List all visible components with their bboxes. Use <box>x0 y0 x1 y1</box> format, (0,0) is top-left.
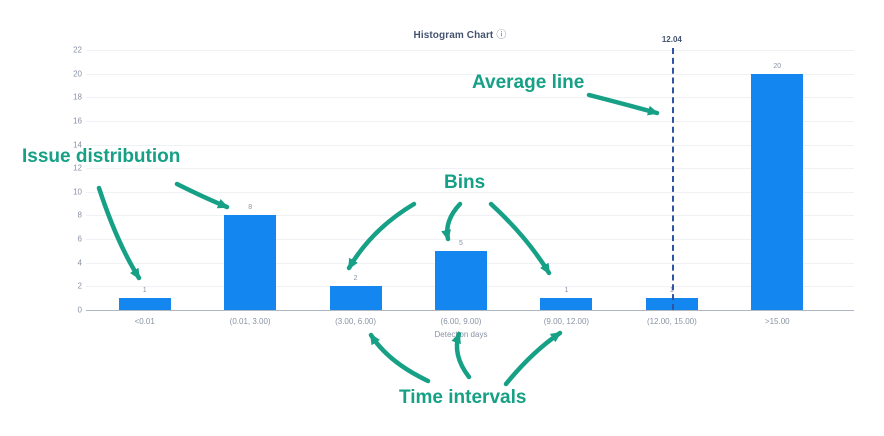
y-tick-label: 4 <box>77 258 82 268</box>
histogram-bar[interactable] <box>329 286 382 310</box>
histogram-bar[interactable] <box>224 215 277 310</box>
average-line <box>671 48 674 310</box>
arrow-time-left <box>368 332 431 384</box>
bar-value-label: 20 <box>773 62 782 70</box>
y-tick-label: 16 <box>73 116 82 126</box>
x-tick-label: >15.00 <box>764 317 790 326</box>
y-tick-label: 14 <box>73 140 82 150</box>
histogram-bar[interactable] <box>540 298 593 310</box>
chart-title-text: Histogram Chart <box>413 30 494 41</box>
y-tick-label: 10 <box>73 187 82 197</box>
gridline <box>86 168 854 170</box>
y-tick-label: 2 <box>77 281 82 291</box>
gridline <box>86 97 854 99</box>
x-axis-title: Detection days <box>434 330 488 339</box>
annotation-average-line: Average line <box>472 72 585 93</box>
y-tick-label: 18 <box>73 92 82 102</box>
y-tick-label: 6 <box>77 234 82 244</box>
arrow-time-right <box>503 330 563 387</box>
annotation-time-intervals: Time intervals <box>399 387 527 408</box>
info-icon[interactable]: ⓘ <box>496 30 507 41</box>
gridline <box>86 144 854 146</box>
x-tick-label: (12.00, 15.00) <box>646 317 697 326</box>
y-tick-label: 0 <box>77 305 82 315</box>
arrow-issue-to-bar2 <box>174 181 230 210</box>
arrow-bins-left <box>346 201 417 271</box>
histogram-bar[interactable] <box>118 298 171 310</box>
bar-value-label: 2 <box>353 275 358 283</box>
y-tick-label: 12 <box>73 163 82 173</box>
histogram-bar[interactable] <box>751 73 804 310</box>
average-line-label: 12.04 <box>661 35 682 44</box>
bar-value-label: 1 <box>142 287 147 295</box>
bar-value-label: 1 <box>564 287 569 295</box>
annotation-bins: Bins <box>444 172 486 193</box>
bar-value-label: 8 <box>248 204 253 212</box>
y-tick-label: 8 <box>77 210 82 220</box>
gridline <box>86 191 854 193</box>
y-tick-label: 22 <box>73 45 82 55</box>
gridline <box>86 215 854 217</box>
gridline <box>86 239 854 241</box>
arrow-time-middle <box>451 331 472 380</box>
x-axis-baseline <box>86 310 854 311</box>
x-tick-label: (6.00, 9.00) <box>440 317 482 326</box>
y-tick-label: 20 <box>73 69 82 79</box>
x-tick-label: (9.00, 12.00) <box>543 317 590 326</box>
annotation-issue-distribution: Issue distribution <box>22 146 181 167</box>
histogram-bar[interactable] <box>435 250 487 310</box>
gridline <box>86 73 854 75</box>
chart-title: Histogram Chart ⓘ <box>0 26 884 41</box>
bar-value-label: 5 <box>459 239 463 247</box>
x-tick-label: (0.01, 3.00) <box>229 317 271 326</box>
arrow-issue-to-bar1 <box>96 185 142 281</box>
arrow-bins-middle <box>441 201 463 242</box>
gridline <box>86 50 854 51</box>
x-tick-label: <0.01 <box>134 317 155 326</box>
gridline <box>86 120 854 122</box>
x-tick-label: (3.00, 6.00) <box>335 317 377 326</box>
